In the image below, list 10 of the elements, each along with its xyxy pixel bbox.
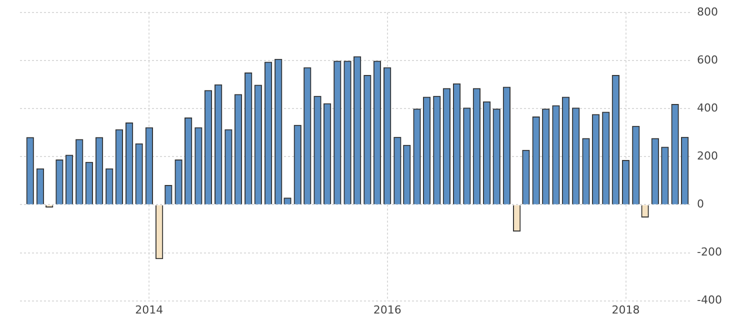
y-tick-label: -400	[697, 294, 722, 307]
x-tick-label: 2014	[135, 303, 164, 316]
x-tick-label: 2018	[612, 303, 640, 316]
y-tick-label: 200	[697, 150, 718, 163]
y-tick-label: 600	[697, 53, 718, 66]
y-tick-label: -200	[697, 246, 722, 259]
y-tick-label: 400	[697, 102, 718, 115]
x-tick-label: 2016	[373, 303, 402, 316]
y-tick-label: 0	[697, 198, 704, 211]
y-tick-label: 800	[697, 5, 718, 18]
